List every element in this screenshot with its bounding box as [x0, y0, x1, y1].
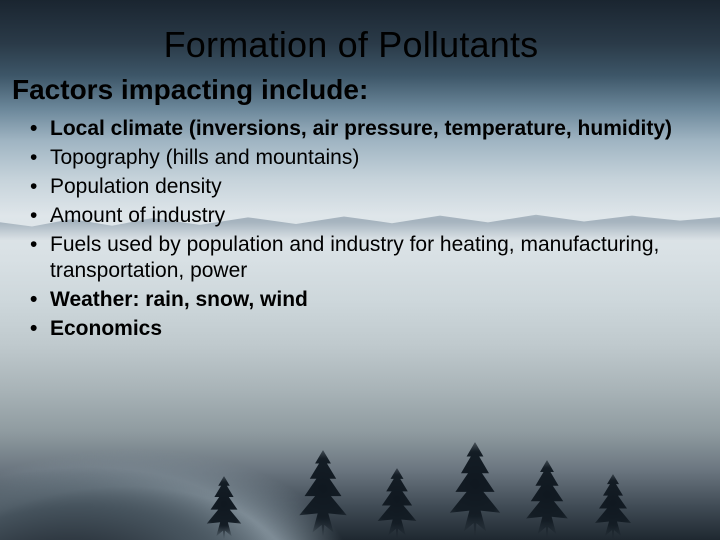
slide-subtitle: Factors impacting include: — [12, 74, 692, 106]
list-item: Weather: rain, snow, wind — [24, 287, 682, 314]
list-item: Economics — [24, 316, 682, 343]
list-item: Topography (hills and mountains) — [24, 145, 682, 172]
list-item: Amount of industry — [24, 203, 682, 230]
bullet-list: Local climate (inversions, air pressure,… — [24, 116, 682, 343]
tree-icon — [588, 474, 638, 540]
slide: Formation of Pollutants Factors impactin… — [0, 0, 720, 540]
list-item: Fuels used by population and industry fo… — [24, 232, 682, 286]
list-item: Local climate (inversions, air pressure,… — [24, 116, 682, 143]
slide-title: Formation of Pollutants — [10, 24, 692, 66]
tree-icon — [518, 460, 576, 540]
list-item: Population density — [24, 174, 682, 201]
slide-content: Formation of Pollutants Factors impactin… — [0, 0, 720, 343]
